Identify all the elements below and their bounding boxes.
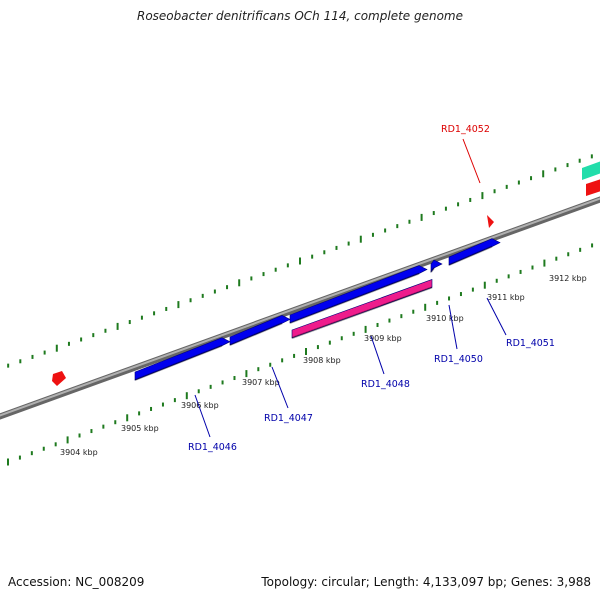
gene-bar-body <box>448 238 501 266</box>
gene-label-rd1_4046: RD1_4046 <box>188 442 237 453</box>
gene-bar-shade <box>134 344 223 381</box>
gene-bar-red <box>586 179 600 196</box>
gene-bar-shade <box>448 245 493 266</box>
gene-bar <box>134 337 231 381</box>
gene-label-rd1_4047: RD1_4047 <box>264 413 313 424</box>
gene-bar-shade <box>430 267 435 273</box>
scale-label-3911: 3911 kbp <box>487 293 525 302</box>
gene-bar-pink-body <box>291 279 433 339</box>
scale-label-3912: 3912 kbp <box>549 274 587 283</box>
gene-bar-pink-shade <box>291 286 433 339</box>
gene-leader-line <box>271 366 289 409</box>
backbone-highlight <box>0 197 600 417</box>
gene-bar-body <box>430 259 443 273</box>
gene-bar-pink <box>291 279 433 339</box>
gene-label-rd1_4048: RD1_4048 <box>361 379 410 390</box>
gene-bar-body <box>229 315 291 346</box>
genome-title: Roseobacter denitrificans OCh 114, compl… <box>136 9 463 23</box>
gene-bar-shade <box>289 272 420 324</box>
gene-bar <box>430 259 443 273</box>
gene-leader-line <box>448 304 458 350</box>
red-feature-marker <box>487 215 494 228</box>
gene-bar <box>229 315 291 346</box>
gene-leader-line <box>194 394 211 438</box>
gene-bar-body <box>289 265 428 324</box>
gene-leader-line <box>462 138 481 184</box>
gene-leader-line <box>370 335 385 375</box>
gene-bar-shade <box>229 322 283 346</box>
gene-bar <box>448 238 501 266</box>
scale-label-3906: 3906 kbp <box>181 401 219 410</box>
gene-bar-body <box>134 337 231 381</box>
gene-label-rd1_4051: RD1_4051 <box>506 338 555 349</box>
gene-bar <box>289 265 428 324</box>
red-feature-marker <box>52 371 66 386</box>
gene-bar-teal <box>582 161 600 180</box>
scale-label-3907: 3907 kbp <box>242 378 280 387</box>
genome-summary-text: Topology: circular; Length: 4,133,097 bp… <box>261 575 591 589</box>
scale-label-3905: 3905 kbp <box>121 424 159 433</box>
scale-label-3909: 3909 kbp <box>364 334 402 343</box>
scale-label-3908: 3908 kbp <box>303 356 341 365</box>
scale-label-3904: 3904 kbp <box>60 448 98 457</box>
scale-label-3910: 3910 kbp <box>426 314 464 323</box>
gene-label-rd1_4052: RD1_4052 <box>441 124 490 135</box>
accession-text: Accession: NC_008209 <box>8 575 145 589</box>
gene-label-rd1_4050: RD1_4050 <box>434 354 483 365</box>
gene-leader-line <box>486 297 507 336</box>
